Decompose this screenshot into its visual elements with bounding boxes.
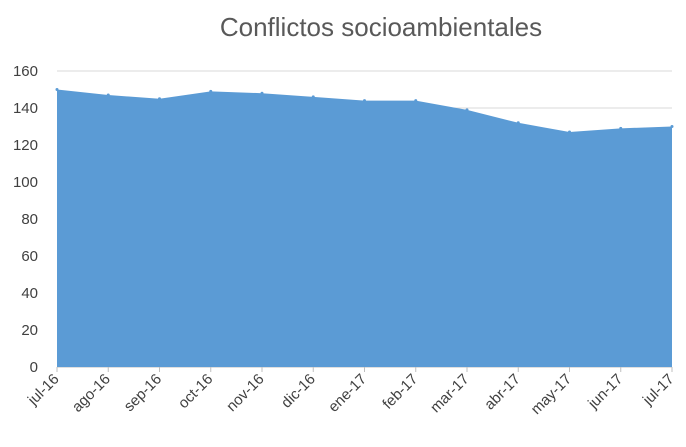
y-axis-ticks: 0 20 40 60 80 100 120 140 160 (13, 63, 38, 376)
data-point (568, 130, 571, 134)
data-point (209, 89, 213, 93)
y-tick-label: 140 (13, 100, 38, 117)
data-point (260, 91, 264, 95)
x-tick-label: jul-16 (24, 371, 63, 410)
x-tick-label: sep-16 (121, 371, 165, 415)
x-tick-label: dic-16 (278, 371, 319, 412)
x-tick-label: jul-17 (639, 371, 678, 410)
data-point (158, 97, 161, 101)
x-tick-label: oct-16 (175, 371, 217, 413)
data-point (619, 126, 623, 130)
area-series (55, 88, 674, 367)
data-point (311, 95, 315, 99)
y-tick-label: 60 (21, 248, 38, 265)
data-point (670, 125, 674, 128)
y-tick-label: 20 (21, 322, 38, 339)
y-tick-label: 40 (21, 285, 38, 302)
y-tick-label: 0 (30, 359, 38, 376)
x-tick-label: jun-17 (584, 371, 626, 413)
x-tick-label: may-17 (528, 371, 575, 418)
x-tick-label: nov-16 (223, 371, 267, 415)
y-tick-label: 80 (21, 211, 38, 228)
x-tick-label: ago-16 (69, 371, 114, 416)
x-tick-label: abr-17 (481, 371, 524, 414)
data-point (465, 108, 469, 112)
data-point (414, 99, 418, 103)
x-tick-label: feb-17 (379, 371, 421, 413)
y-tick-label: 160 (13, 63, 38, 80)
y-tick-label: 100 (13, 174, 38, 191)
data-point (55, 88, 59, 91)
x-tick-label: ene-17 (325, 371, 370, 416)
chart-title: Conflictos socioambientales (220, 12, 542, 42)
data-point (106, 93, 110, 97)
x-tick-label: mar-17 (427, 371, 473, 417)
data-point (363, 99, 366, 103)
y-tick-label: 120 (13, 137, 38, 154)
data-point (516, 121, 520, 125)
x-axis-ticks: jul-16 ago-16 sep-16 oct-16 nov-16 dic-16 ene-… (24, 367, 678, 418)
area-fill (57, 89, 672, 367)
